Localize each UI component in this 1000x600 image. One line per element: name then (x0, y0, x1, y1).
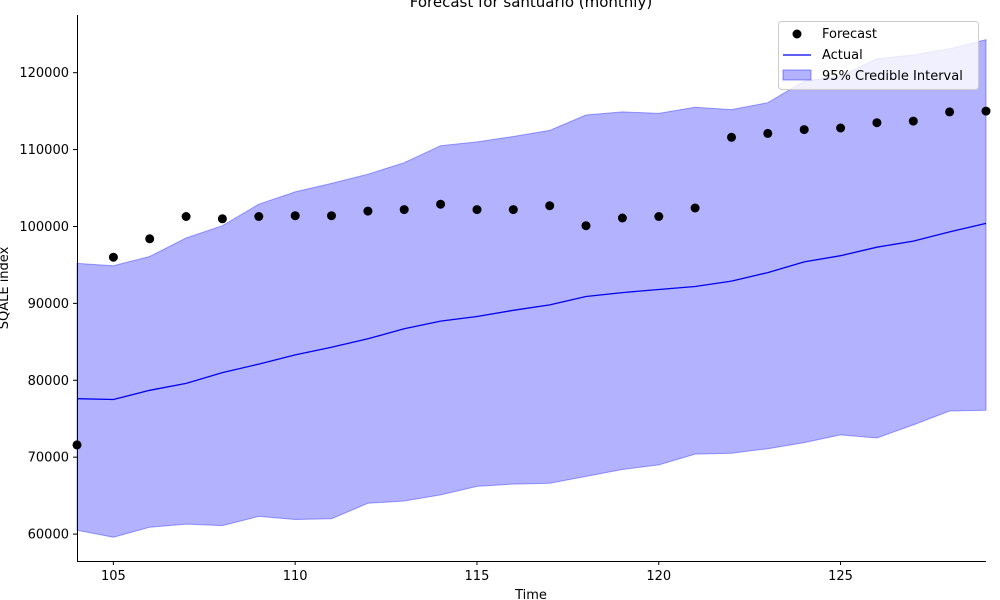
y-ticks: 60000 70000 80000 90000 100000 110000 120000 (19, 66, 77, 543)
x-tick-label: 110 (283, 569, 308, 584)
forecast-point (545, 201, 555, 211)
forecast-point (217, 214, 227, 224)
forecast-point (290, 211, 300, 221)
actual-line (76, 222, 987, 401)
forecast-point (145, 234, 155, 244)
forecast-point (508, 205, 518, 215)
x-tick-label: 120 (646, 569, 671, 584)
chart-title: Forecast for santuario (monthly) (410, 0, 652, 11)
forecast-point (617, 213, 627, 223)
y-tick-label: 90000 (28, 297, 69, 312)
forecast-point (472, 205, 482, 215)
forecast-point (363, 206, 373, 216)
x-ticks: 105 110 115 120 125 (101, 561, 853, 584)
y-tick-label: 70000 (28, 451, 69, 466)
forecast-point (872, 118, 882, 128)
forecast-point (945, 107, 955, 117)
forecast-point (108, 252, 118, 262)
forecast-point (690, 203, 700, 213)
forecast-point (836, 123, 846, 133)
y-tick-label: 120000 (19, 66, 69, 81)
forecast-point (581, 221, 591, 231)
y-tick-label: 110000 (19, 143, 69, 158)
x-tick-label: 125 (828, 569, 853, 584)
forecast-point (763, 128, 773, 138)
legend-forecast-label: Forecast (822, 27, 877, 42)
legend-actual-label: Actual (822, 48, 863, 63)
credible-interval-layer (76, 38, 987, 538)
legend-interval-label: 95% Credible Interval (822, 69, 963, 84)
y-tick-label: 100000 (19, 220, 69, 235)
forecast-point (799, 125, 809, 135)
legend-forecast-marker (792, 29, 802, 39)
actual-line-layer (76, 222, 987, 401)
forecast-point (981, 106, 991, 116)
forecast-points-layer (72, 106, 991, 450)
forecast-point (727, 132, 736, 142)
credible-interval-band (76, 38, 987, 538)
forecast-point (327, 211, 336, 221)
forecast-point (399, 205, 409, 215)
forecast-point (908, 116, 918, 126)
forecast-point (181, 212, 191, 221)
x-tick-label: 105 (101, 569, 126, 584)
y-tick-label: 60000 (28, 528, 69, 543)
y-axis-label: SQALE index (0, 246, 12, 329)
x-tick-label: 115 (465, 569, 490, 584)
x-axis-label: Time (514, 588, 547, 600)
forecast-point (654, 212, 664, 221)
legend-interval-swatch (782, 69, 812, 81)
forecast-point (254, 212, 264, 221)
y-tick-label: 80000 (28, 374, 69, 389)
forecast-point (436, 199, 446, 209)
legend: Forecast Actual 95% Credible Interval (778, 21, 979, 90)
legend-box (778, 21, 979, 90)
